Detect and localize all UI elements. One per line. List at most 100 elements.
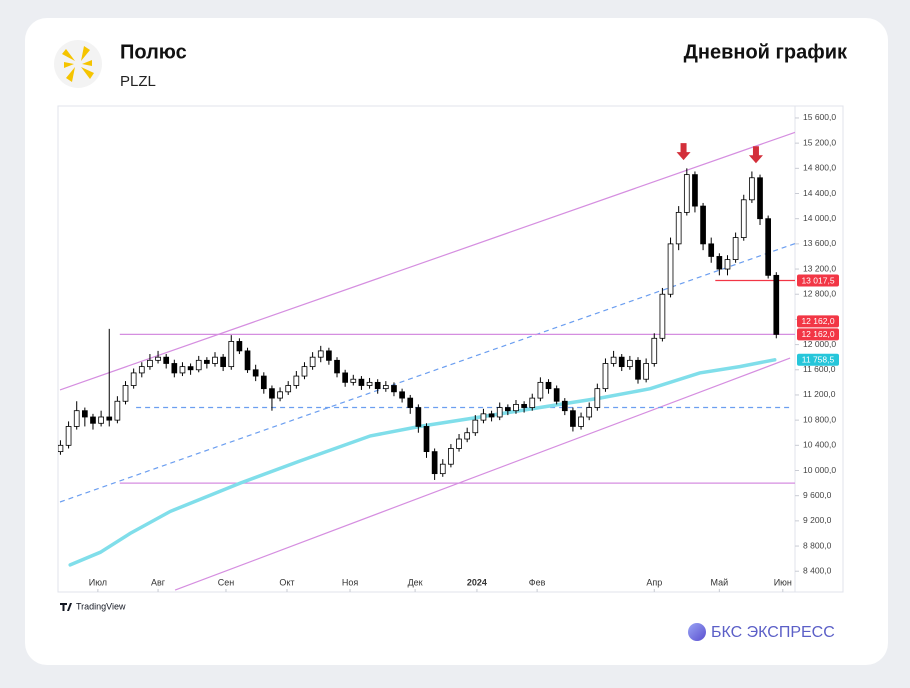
candle-body [260,375,267,390]
candle-body [765,218,771,276]
candle-body [716,256,723,270]
y-tick-label: 10 800,0 [803,414,836,424]
candle-body [773,274,780,335]
candle-body [374,381,381,390]
candle-body [578,416,584,427]
candle-body [724,259,731,270]
candle-body [326,350,332,361]
candle-body [732,237,739,261]
arrow [676,143,691,161]
candle-body [570,410,576,427]
y-tick-label: 14 800,0 [803,163,836,173]
price-tag-label: 12 162,0 [801,316,834,326]
candle-body [285,385,292,393]
candle-body [643,363,649,380]
x-tick-label: Май [711,577,729,587]
y-tick-label: 13 200,0 [803,263,836,273]
candle-body [236,341,243,352]
y-tick-label: 9 200,0 [803,515,832,525]
candle-body [651,337,658,364]
candle-body [73,410,80,427]
candle-body [106,416,113,421]
candle-body [415,407,422,427]
candle-body [114,400,121,421]
candle-body [358,378,365,386]
candle-body [163,356,170,364]
candle-body [252,369,259,377]
card [25,18,888,665]
candle-body [82,410,88,418]
candle-body [749,177,755,201]
x-tick-label: Июл [89,577,107,587]
price-tag-label: 12 162,0 [801,329,834,339]
y-tick-label: 9 600,0 [803,490,832,500]
y-tick-label: 8 400,0 [803,565,832,575]
candle-body [195,359,202,371]
candle-body [675,211,682,245]
price-tag [797,353,839,366]
y-tick-label: 11 600,0 [803,364,836,374]
candle-body [439,463,446,475]
candle-body [757,177,763,220]
candle-body [334,359,340,374]
candle-body [521,403,527,408]
y-tick-label: 14 000,0 [803,213,836,223]
candle-body [269,388,275,399]
price-tag [797,328,839,341]
candle-body [431,451,438,475]
reference-line [174,357,791,591]
candle-body [594,388,601,408]
candle-body [293,375,300,386]
candle-body [561,400,568,412]
x-tick-label: Авг [151,577,166,587]
candle-body [423,426,430,453]
candle-body [708,243,715,257]
candle-body [147,359,153,368]
candle-body [505,407,511,412]
candle-body [602,363,609,390]
candle-body [635,359,641,380]
brand: БКС ЭКСПРЕСС [688,623,835,641]
candle-body [513,403,519,412]
candle-body [204,359,210,364]
candle-body [553,388,560,402]
candle-body [155,356,161,361]
candle-body [98,416,104,424]
subtitle: Дневной график [684,41,848,63]
candle-body [627,359,633,368]
candle-body [740,199,747,238]
candle-body [472,419,479,434]
y-tick-label: 10 000,0 [803,465,836,475]
candle-body [179,366,186,374]
price-tag [797,315,839,328]
candle-body [220,356,226,368]
candle-body [480,413,487,421]
price-tag [797,274,839,287]
x-tick-label: Апр [646,577,662,587]
candle-body [407,397,414,408]
candle-body [700,205,706,245]
x-tick-label: Окт [279,577,294,587]
candle-body [618,356,625,368]
reference-line [59,242,795,503]
candle-body [586,407,593,418]
candle-body [366,381,373,386]
tradingview-logo: TradingView [60,601,126,611]
candle-body [464,432,471,440]
candle-body [138,366,145,374]
candle-body [448,448,454,465]
candle-body [171,363,178,374]
candle-body [683,174,690,213]
candle-body [277,391,283,399]
candle-body [187,366,194,371]
candle-body [667,243,674,295]
source: TradingView [76,601,126,611]
ticker: PLZL [120,73,156,90]
candle-body [212,356,218,364]
candle-body [496,407,503,418]
price-tag-label: 11 758,5 [802,355,835,365]
chart-frame [57,105,844,593]
y-tick-label: 12 800,0 [803,288,836,298]
title: Полюс [120,41,187,63]
